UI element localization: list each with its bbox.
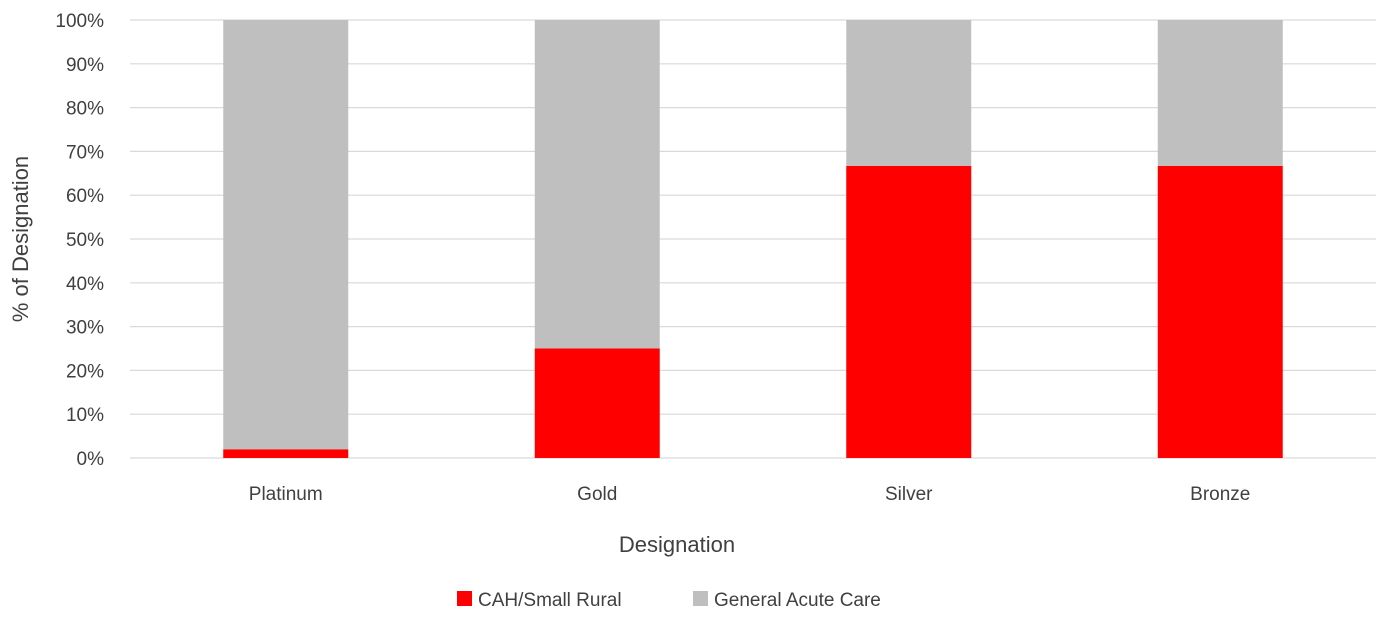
bars [223, 20, 1283, 458]
bar-platinum-series-1 [223, 20, 349, 450]
y-tick-label: 60% [66, 186, 104, 207]
bar-silver-series-0 [846, 165, 972, 458]
y-tick-label: 70% [66, 142, 104, 163]
y-tick-label: 20% [66, 361, 104, 382]
legend-swatch [457, 591, 472, 606]
x-tick-label: Silver [885, 484, 933, 505]
y-tick-label: 10% [66, 405, 104, 426]
y-axis-title: % of Designation [8, 156, 33, 322]
bar-bronze-series-1 [1157, 20, 1283, 166]
y-tick-label: 100% [55, 11, 104, 32]
bar-gold-series-1 [534, 20, 660, 349]
y-tick-label: 90% [66, 55, 104, 76]
bar-bronze-series-0 [1157, 165, 1283, 458]
y-tick-label: 30% [66, 318, 104, 339]
bar-platinum-series-0 [223, 449, 349, 458]
y-tick-label: 40% [66, 274, 104, 295]
x-tick-label: Gold [577, 484, 617, 505]
bar-gold-series-0 [534, 348, 660, 458]
x-axis-tick-labels: Platinum Gold Silver Bronze [249, 484, 1251, 505]
legend-swatch [693, 591, 708, 606]
legend: CAH/Small Rural General Acute Care [457, 590, 881, 611]
legend-label: General Acute Care [714, 590, 881, 611]
y-tick-label: 0% [77, 449, 105, 470]
x-tick-label: Platinum [249, 484, 323, 505]
x-axis-title: Designation [619, 532, 735, 557]
x-tick-label: Bronze [1190, 484, 1250, 505]
bar-silver-series-1 [846, 20, 972, 166]
y-tick-label: 80% [66, 99, 104, 120]
legend-label: CAH/Small Rural [478, 590, 622, 611]
y-tick-label: 50% [66, 230, 104, 251]
y-axis-tick-labels: 0% 10% 20% 30% 40% 50% 60% 70% 80% 90% 100% [55, 11, 104, 470]
